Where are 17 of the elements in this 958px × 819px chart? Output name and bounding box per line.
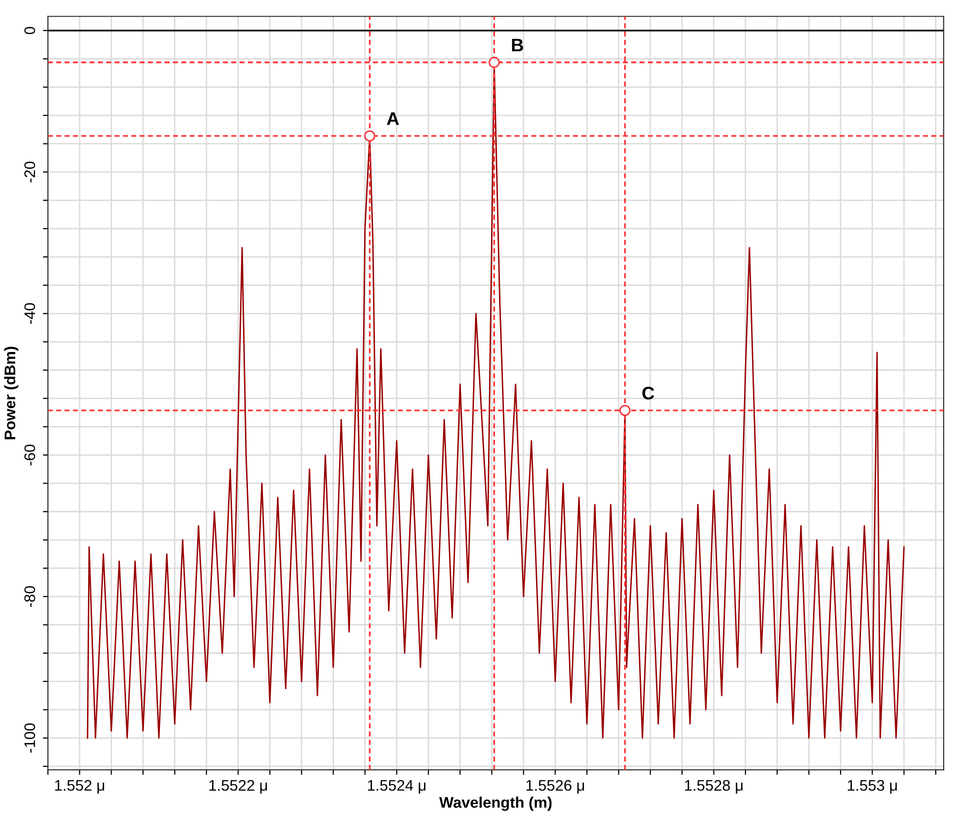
y-axis-title: Power (dBm)	[4, 346, 18, 440]
x-tick-label: 1.5526 μ	[526, 780, 584, 794]
y-tick-label: -60	[24, 444, 36, 466]
x-tick-label: 1.5524 μ	[368, 780, 426, 794]
y-tick-label: -20	[24, 162, 36, 182]
annotation: A	[386, 112, 399, 125]
x-tick-label: 1.5528 μ	[685, 780, 743, 794]
y-tick-label: -80	[24, 586, 36, 607]
y-tick-label: -100	[24, 723, 36, 753]
x-tick-label: 1.5522 μ	[209, 780, 267, 794]
annotation: C	[642, 386, 654, 400]
y-tick-label: 0	[24, 26, 36, 34]
x-tick-label: 1.552 μ	[55, 780, 104, 794]
x-axis-title: Wavelength (m)	[439, 796, 552, 811]
x-tick-label: 1.553 μ	[848, 780, 897, 794]
y-tick-label: -40	[24, 303, 36, 324]
annotation: B	[512, 38, 524, 52]
